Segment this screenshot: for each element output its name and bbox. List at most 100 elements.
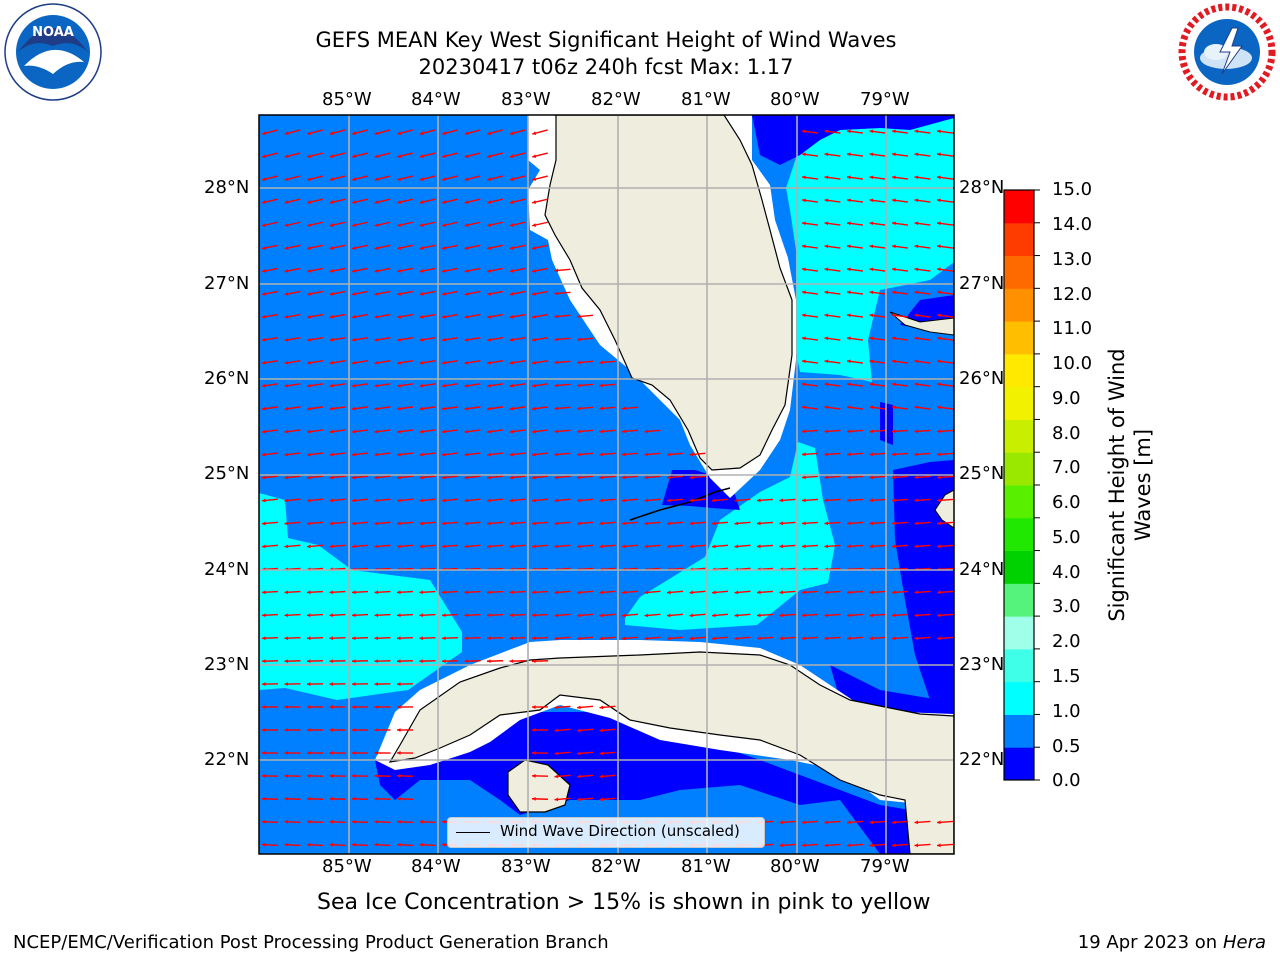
wind-wave-arrow bbox=[576, 590, 594, 595]
wind-wave-arrow bbox=[801, 498, 819, 503]
wind-wave-arrow bbox=[509, 406, 526, 411]
wind-wave-arrow bbox=[644, 429, 661, 434]
colorbar-tick: 5.0 bbox=[1052, 527, 1081, 548]
footer-host: Hera bbox=[1222, 932, 1266, 953]
wind-wave-arrow bbox=[329, 682, 346, 687]
wind-wave-arrow bbox=[464, 290, 481, 296]
wind-wave-arrow bbox=[464, 659, 481, 664]
lat-label-left: 23°N bbox=[204, 654, 250, 675]
wind-wave-arrow bbox=[261, 406, 279, 411]
wind-wave-arrow bbox=[464, 336, 481, 342]
wind-wave-arrow bbox=[554, 406, 571, 411]
colorbar-tick: 12.0 bbox=[1052, 284, 1093, 305]
wind-wave-arrow bbox=[689, 452, 706, 457]
wind-wave-arrow bbox=[306, 429, 324, 434]
lon-label-top: 85°W bbox=[322, 89, 372, 110]
wind-wave-arrow bbox=[351, 613, 369, 618]
wind-wave-arrow bbox=[756, 498, 774, 503]
wind-wave-arrow bbox=[441, 521, 459, 526]
wind-wave-arrow bbox=[487, 267, 503, 273]
wind-wave-arrow bbox=[509, 475, 526, 480]
wind-wave-arrow bbox=[329, 244, 346, 250]
wind-wave-arrow bbox=[936, 244, 954, 249]
colorbar-swatch bbox=[1004, 747, 1034, 781]
wind-wave-arrow bbox=[936, 820, 954, 825]
wind-wave-arrow bbox=[441, 613, 459, 618]
wind-wave-arrow bbox=[509, 383, 526, 388]
lat-label-right: 22°N bbox=[959, 749, 1005, 770]
wind-wave-arrow bbox=[351, 521, 369, 526]
wind-wave-arrow bbox=[352, 313, 368, 319]
wind-wave-arrow bbox=[891, 152, 909, 157]
wind-wave-arrow bbox=[509, 521, 526, 526]
wind-wave-arrow bbox=[532, 267, 548, 273]
wind-wave-arrow bbox=[734, 521, 751, 526]
wind-wave-arrow bbox=[352, 152, 368, 158]
wind-wave-arrow bbox=[554, 636, 571, 641]
wind-wave-arrow bbox=[532, 313, 548, 319]
wind-wave-arrow bbox=[306, 544, 324, 549]
wind-wave-arrow bbox=[306, 751, 324, 755]
wind-wave-arrow bbox=[936, 198, 954, 203]
wind-wave-arrow bbox=[846, 382, 864, 387]
wind-wave-arrow bbox=[487, 313, 503, 319]
wind-wave-arrow bbox=[936, 843, 954, 848]
wind-wave-arrow bbox=[554, 429, 571, 434]
wind-wave-arrow bbox=[599, 774, 616, 779]
wind-wave-arrow bbox=[576, 544, 594, 549]
wind-wave-arrow bbox=[306, 705, 324, 709]
wind-wave-arrow bbox=[869, 336, 886, 341]
wind-wave-arrow bbox=[891, 336, 909, 341]
wind-wave-arrow bbox=[531, 406, 549, 411]
lon-label-top: 84°W bbox=[411, 89, 461, 110]
wind-wave-arrow bbox=[307, 129, 323, 136]
wind-wave-arrow bbox=[891, 590, 909, 595]
wind-wave-arrow bbox=[509, 636, 526, 641]
wind-wave-arrow bbox=[329, 267, 346, 273]
wind-wave-arrow bbox=[846, 498, 864, 503]
wind-wave-arrow bbox=[307, 175, 323, 181]
lon-label-top: 79°W bbox=[860, 89, 910, 110]
wind-wave-arrow bbox=[531, 521, 549, 526]
wind-wave-arrow bbox=[779, 521, 796, 526]
lat-label-left: 24°N bbox=[204, 559, 250, 580]
colorbar-tick: 7.0 bbox=[1052, 457, 1081, 478]
wind-wave-arrow bbox=[914, 175, 931, 180]
wind-wave-arrow bbox=[824, 152, 841, 157]
wind-wave-arrow bbox=[599, 728, 616, 733]
wind-wave-arrow bbox=[262, 152, 278, 158]
lon-label-bottom: 84°W bbox=[411, 856, 461, 877]
wind-wave-arrow bbox=[374, 613, 391, 618]
wind-wave-arrow bbox=[846, 429, 864, 434]
wind-wave-arrow bbox=[419, 221, 436, 227]
lat-label-left: 28°N bbox=[204, 177, 250, 198]
wind-wave-arrow bbox=[486, 406, 504, 411]
wind-wave-arrow bbox=[419, 360, 436, 365]
wind-wave-arrow bbox=[554, 383, 571, 388]
wind-wave-arrow bbox=[486, 544, 504, 549]
wind-wave-arrow bbox=[351, 819, 369, 824]
wind-wave-arrow bbox=[824, 429, 841, 434]
wind-wave-arrow bbox=[914, 152, 931, 157]
colorbar-swatch bbox=[1004, 648, 1034, 683]
wind-wave-arrow bbox=[397, 129, 413, 136]
wind-wave-arrow bbox=[869, 498, 886, 503]
wind-wave-arrow bbox=[891, 429, 909, 434]
wind-wave-arrow bbox=[329, 659, 346, 664]
wind-wave-arrow bbox=[261, 842, 279, 847]
wind-wave-arrow bbox=[329, 521, 346, 526]
wind-wave-arrow bbox=[329, 360, 346, 365]
wind-wave-arrow bbox=[397, 152, 413, 158]
wind-wave-arrow bbox=[396, 406, 414, 411]
wind-wave-arrow bbox=[801, 429, 819, 434]
wind-wave-arrow bbox=[846, 820, 864, 825]
wind-wave-arrow bbox=[396, 773, 414, 778]
wind-wave-arrow bbox=[352, 129, 368, 136]
wind-wave-arrow bbox=[284, 175, 301, 181]
wind-wave-arrow bbox=[509, 590, 526, 595]
wind-wave-arrow bbox=[869, 244, 886, 249]
wind-wave-arrow bbox=[734, 498, 751, 503]
wind-wave-arrow bbox=[464, 198, 481, 204]
wind-wave-arrow bbox=[666, 544, 684, 549]
wind-wave-arrow bbox=[779, 636, 796, 641]
